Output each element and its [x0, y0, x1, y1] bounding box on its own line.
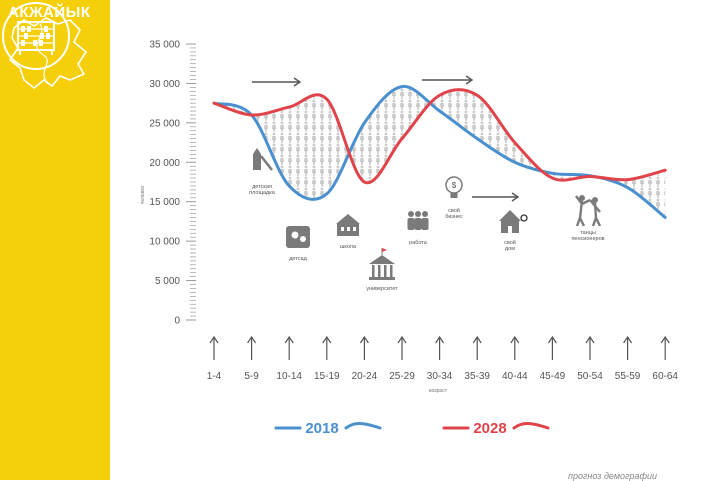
x-tick-label: 35-39 — [464, 371, 490, 382]
legend-swatch — [514, 424, 548, 429]
y-tick-label: 20 000 — [149, 158, 180, 169]
house-label: дом — [505, 246, 515, 252]
y-tick-label: 5 000 — [155, 276, 180, 287]
school-icon: школа — [336, 214, 360, 250]
x-axis-label: возраст — [429, 388, 448, 394]
x-tick-label: 10-14 — [276, 371, 302, 382]
kindergarten-label: детсад — [289, 256, 307, 262]
y-axis: 0 5 000 10 000 15 000 20 000 25 000 30 000 35 0… — [149, 40, 196, 327]
x-tick-label: 45-49 — [540, 371, 566, 382]
work-icon: работа — [408, 211, 429, 246]
y-tick-label: 10 000 — [149, 237, 180, 248]
x-tick-label: 50-54 — [577, 371, 603, 382]
x-tick-label: 15-19 — [314, 371, 340, 382]
business-label: свой — [448, 207, 460, 214]
y-tick-label: 0 — [174, 316, 180, 327]
house-label: свой — [504, 239, 516, 246]
playground-label: площадка — [249, 190, 276, 196]
x-tick-label: 1-4 — [207, 371, 222, 382]
kindergarten-icon: детсад — [286, 226, 310, 262]
work-label: работа — [409, 240, 428, 246]
legend-item-2028: 2028 — [444, 420, 548, 437]
population-chart: 0 5 000 10 000 15 000 20 000 25 000 30 000 35 0… — [110, 0, 720, 480]
x-tick-label: 25-29 — [389, 371, 415, 382]
y-axis-label: человек — [140, 185, 146, 204]
abacus-icon — [0, 0, 72, 72]
legend: 2018 2028 — [276, 420, 548, 437]
x-tick-label: 60-64 — [652, 371, 678, 382]
x-tick-label: 40-44 — [502, 371, 528, 382]
school-label: школа — [340, 244, 357, 250]
y-tick-label: 15 000 — [149, 197, 180, 208]
y-tick-label: 30 000 — [149, 79, 180, 90]
x-axis: 1-4 5-9 10-14 15-19 20-24 25-29 30-34 35-39 40-4… — [207, 337, 679, 382]
x-tick-label: 20-24 — [352, 371, 378, 382]
x-tick-label: 5-9 — [244, 371, 259, 382]
legend-swatch — [346, 424, 380, 429]
y-tick-label: 25 000 — [149, 118, 180, 129]
dance-label: пенсионеров — [571, 236, 604, 242]
x-tick-label: 30-34 — [427, 371, 453, 382]
university-icon: университет — [366, 248, 398, 292]
business-label: бизнес — [445, 214, 463, 220]
x-tick-label: 55-59 — [615, 371, 641, 382]
legend-label: 2028 — [473, 420, 506, 437]
y-tick-label: 35 000 — [149, 40, 180, 51]
university-label: университет — [366, 286, 398, 292]
sidebar: АКЖАЙЫК — [0, 0, 110, 480]
legend-label: 2018 — [305, 420, 338, 437]
svg-text:$: $ — [452, 181, 457, 190]
legend-item-2018: 2018 — [276, 420, 380, 437]
